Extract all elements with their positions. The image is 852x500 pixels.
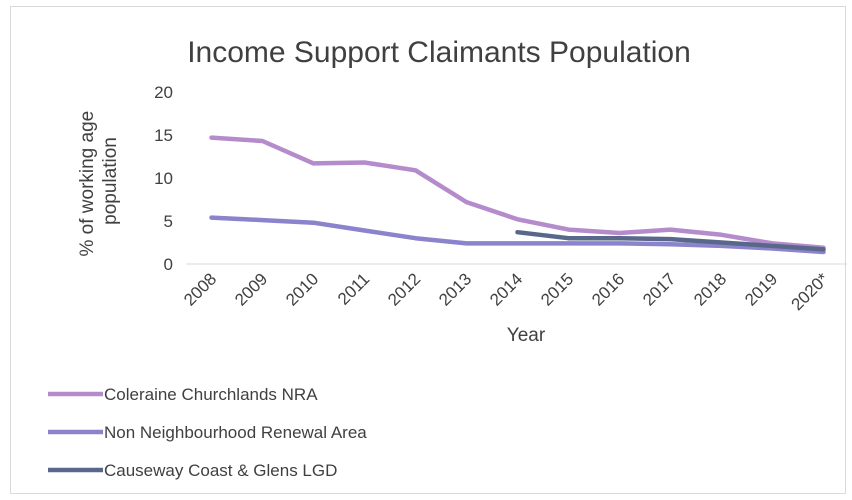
line-chart: Income Support Claimants Population % of…	[48, 36, 847, 480]
y-axis-title-line-1: % of working age	[77, 111, 98, 257]
chart-title: Income Support Claimants Population	[187, 36, 691, 69]
y-tick-label: 0	[164, 255, 173, 274]
x-tick-label: 2010	[282, 269, 322, 309]
series-line	[515, 229, 826, 252]
x-tick-label: 2019	[741, 269, 781, 309]
x-axis-title: Year	[507, 325, 546, 346]
x-tick-label: 2016	[588, 269, 628, 309]
legend: Coleraine Churchlands NRA Non Neighbourho…	[48, 385, 367, 480]
x-tick-label: 2014	[486, 269, 526, 309]
x-tick-label: 2017	[639, 269, 679, 309]
chart-frame: Income Support Claimants Population % of…	[10, 6, 847, 494]
x-tick-label: 2015	[537, 269, 577, 309]
legend-label: Causeway Coast & Glens LGD	[104, 461, 337, 480]
series-lines	[209, 135, 826, 255]
x-tick-label: 2009	[231, 269, 271, 309]
y-axis-title: % of working age population	[77, 105, 121, 256]
y-tick-label: 10	[154, 169, 173, 188]
y-tick-label: 5	[164, 212, 173, 231]
x-tick-label: 2013	[435, 269, 475, 309]
series-line	[209, 215, 826, 255]
legend-label: Non Neighbourhood Renewal Area	[104, 423, 367, 442]
y-tick-label: 15	[154, 126, 173, 145]
x-tick-label: 2011	[334, 269, 373, 308]
x-tick-label: 2018	[690, 269, 730, 309]
series-line	[209, 135, 826, 250]
x-tick-label: 2020*	[787, 269, 832, 314]
x-tick-label: 2008	[180, 269, 220, 309]
x-axis-ticks: 2008 2009 2010 2011 2012 2013 2014 2015 2016 2017…	[180, 269, 832, 314]
y-axis-ticks: 0 5 10 15 20	[154, 83, 173, 274]
legend-label: Coleraine Churchlands NRA	[104, 385, 318, 404]
y-tick-label: 20	[154, 83, 173, 102]
y-axis-title-line-2: population	[100, 137, 121, 225]
x-tick-label: 2012	[384, 269, 424, 309]
